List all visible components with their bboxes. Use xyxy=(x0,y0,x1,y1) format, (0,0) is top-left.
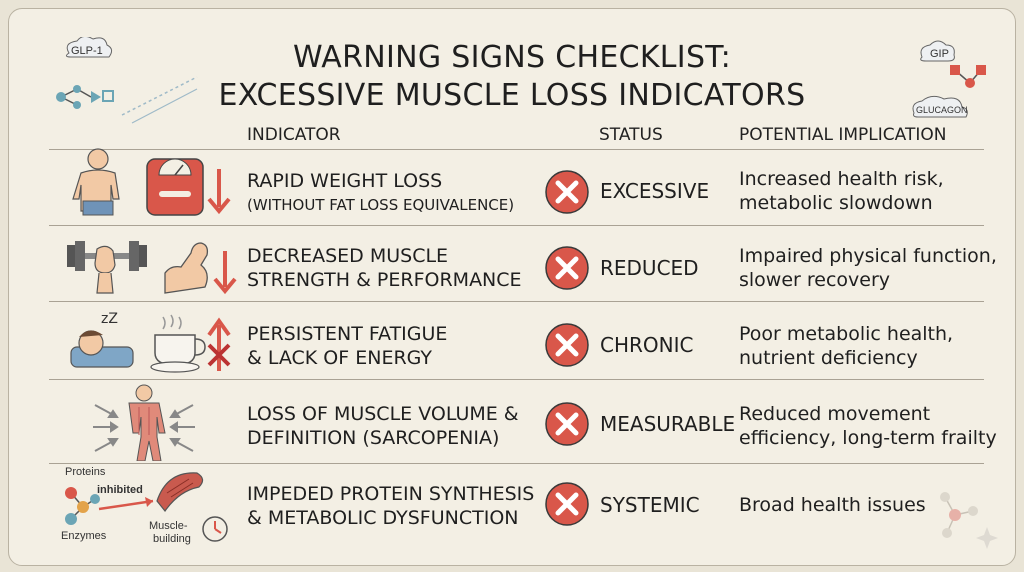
row-divider xyxy=(49,463,984,464)
status-text: CHRONIC xyxy=(600,333,694,357)
indicator-text: RAPID WEIGHT LOSS (WITHOUT FAT LOSS EQUI… xyxy=(247,169,514,217)
gip-glucagon-icon: GIP GLUCAGON xyxy=(912,40,986,118)
weak-arm-down-icon xyxy=(164,242,237,295)
column-header-indicator: INDICATOR xyxy=(247,125,341,145)
implication-text: Reduced movement efficiency, long-term f… xyxy=(739,402,997,450)
status-text: EXCESSIVE xyxy=(600,179,710,203)
person-body-icon xyxy=(72,148,120,216)
x-warning-icon xyxy=(545,402,589,446)
proteins-label: Proteins xyxy=(65,466,106,478)
implication-text: Broad health issues xyxy=(739,493,926,517)
implication-line-2: metabolic slowdown xyxy=(739,192,933,214)
indicator-line-1: LOSS OF MUSCLE VOLUME & xyxy=(247,403,519,425)
glp1-network-icon: GLP-1 xyxy=(56,37,198,124)
x-warning-icon xyxy=(545,246,589,290)
x-warning-icon xyxy=(545,323,589,367)
indicator-line-2: & LACK OF ENERGY xyxy=(247,347,433,369)
page-title: WARNING SIGNS CHECKLIST: EXCESSIVE MUSCL… xyxy=(9,39,1015,115)
implication-text: Poor metabolic health, nutrient deficien… xyxy=(739,322,953,370)
indicator-line-2: DEFINITION (SARCOPENIA) xyxy=(247,427,500,449)
implication-line-1: Poor metabolic health, xyxy=(739,323,954,345)
implication-line-1: Broad health issues xyxy=(739,494,926,516)
status-text: REDUCED xyxy=(600,256,699,280)
implication-line-1: Reduced movement xyxy=(739,403,931,425)
indicator-text: DECREASED MUSCLE STRENGTH & PERFORMANCE xyxy=(247,244,522,292)
row-divider xyxy=(49,301,984,302)
protein-synthesis-icon: Proteins inhibited Enzymes Muscle- build… xyxy=(61,466,228,545)
indicator-line-2: STRENGTH & PERFORMANCE xyxy=(247,269,522,291)
status-text: SYSTEMIC xyxy=(600,493,700,517)
indicator-line-1: IMPEDED PROTEIN SYNTHESIS xyxy=(247,483,535,505)
x-warning-icon xyxy=(545,170,589,214)
indicator-line-1: DECREASED MUSCLE xyxy=(247,245,449,267)
sleeping-person-icon: zZ xyxy=(70,311,134,368)
implication-text: Impaired physical function, slower recov… xyxy=(739,244,997,292)
glucagon-label: GLUCAGON xyxy=(916,105,968,115)
indicator-line-2: (WITHOUT FAT LOSS EQUIVALENCE) xyxy=(247,196,515,214)
x-warning-icon xyxy=(545,482,589,526)
dumbbell-icon xyxy=(67,241,147,294)
indicator-text: LOSS OF MUSCLE VOLUME & DEFINITION (SARC… xyxy=(247,402,519,450)
enzymes-label: Enzymes xyxy=(61,530,107,542)
implication-text: Increased health risk, metabolic slowdow… xyxy=(739,167,944,215)
implication-line-2: nutrient deficiency xyxy=(739,347,918,369)
implication-line-1: Increased health risk, xyxy=(739,168,944,190)
coffee-cup-icon xyxy=(150,314,231,373)
glp1-label: GLP-1 xyxy=(71,45,103,57)
column-header-implication: POTENTIAL IMPLICATION xyxy=(739,125,947,145)
building-label: building xyxy=(153,533,191,545)
implication-line-2: efficiency, long-term frailty xyxy=(739,427,997,449)
scale-down-icon xyxy=(146,158,231,216)
gip-label: GIP xyxy=(930,48,949,60)
molecule-icon xyxy=(940,492,998,549)
muscle-label: Muscle- xyxy=(149,520,188,532)
indicator-text: IMPEDED PROTEIN SYNTHESIS & METABOLIC DY… xyxy=(247,482,534,530)
indicator-line-1: RAPID WEIGHT LOSS xyxy=(247,170,443,192)
checklist-card: WARNING SIGNS CHECKLIST: EXCESSIVE MUSCL… xyxy=(8,8,1016,566)
inhibited-label: inhibited xyxy=(97,484,143,496)
row-divider xyxy=(49,225,984,226)
implication-line-2: slower recovery xyxy=(739,269,891,291)
row-divider xyxy=(49,379,984,380)
title-line-2: EXCESSIVE MUSCLE LOSS INDICATORS xyxy=(218,78,806,113)
indicator-text: PERSISTENT FATIGUE & LACK OF ENERGY xyxy=(247,322,447,370)
column-header-status: STATUS xyxy=(599,125,663,145)
indicator-line-1: PERSISTENT FATIGUE xyxy=(247,323,448,345)
muscle-anatomy-icon xyxy=(93,384,195,461)
row-divider xyxy=(49,149,984,150)
indicator-line-2: & METABOLIC DYSFUNCTION xyxy=(247,507,519,529)
status-text: MEASURABLE xyxy=(600,412,736,436)
title-line-1: WARNING SIGNS CHECKLIST: xyxy=(292,40,732,75)
sleep-label: zZ xyxy=(101,311,118,327)
implication-line-1: Impaired physical function, xyxy=(739,245,997,267)
